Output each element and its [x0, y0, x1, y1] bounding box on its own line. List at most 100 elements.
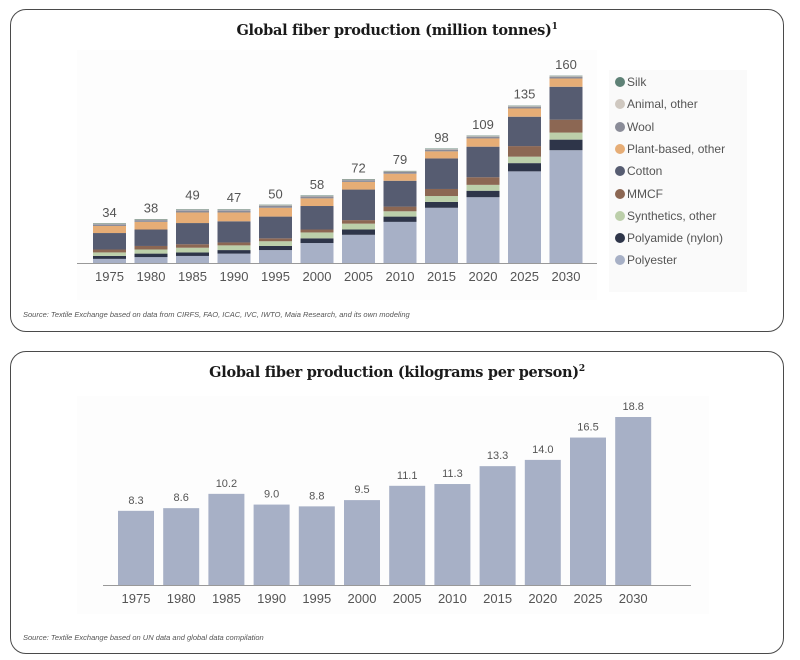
total-label: 34	[102, 205, 116, 220]
chart-panel-kg-per-person: Global fiber production (kilograms per p…	[10, 351, 784, 654]
value-label: 9.5	[354, 484, 369, 496]
legend-swatch	[615, 99, 625, 110]
x-tick-label: 1980	[167, 591, 196, 606]
bar-segment-plant-based-other	[466, 138, 500, 147]
legend-label: Plant-based, other	[627, 141, 726, 156]
x-tick-label: 1990	[257, 591, 286, 606]
bar-stack-1995	[259, 204, 292, 263]
x-tick-label: 2015	[427, 269, 456, 284]
bar-segment-cotton	[549, 86, 583, 120]
bar-segment-polyester	[466, 197, 500, 263]
bar-segment-mmcf	[176, 244, 209, 248]
bar-segment-animal-other	[466, 135, 500, 137]
bar-segment-plant-based-other	[549, 78, 583, 87]
value-label: 10.2	[216, 478, 237, 490]
chart-title: Global fiber production (million tonnes)…	[11, 22, 783, 39]
bar-segment-polyester	[300, 243, 334, 263]
bar-segment-polyamide-nylon	[259, 245, 292, 251]
bar-segment-synthetics-other	[342, 223, 375, 230]
bar-segment-mmcf	[466, 177, 500, 185]
bar-segment-animal-other	[259, 204, 292, 206]
legend-swatch	[615, 210, 625, 221]
footnote-marker: 1	[551, 22, 558, 33]
bar-segment-polyamide-nylon	[508, 163, 541, 172]
legend-item-cotton: Cotton	[615, 164, 662, 178]
bar-stack-2015	[425, 148, 458, 263]
bar-segment-cotton	[217, 221, 251, 243]
bar-segment-polyester	[217, 253, 251, 263]
bar-1985	[208, 493, 245, 585]
legend-swatch	[615, 121, 625, 132]
legend-label: Synthetics, other	[627, 208, 717, 223]
legend-swatch	[615, 166, 625, 177]
bar-stack-2025	[508, 105, 541, 263]
total-label: 98	[434, 130, 448, 145]
bar-segment-polyamide-nylon	[134, 253, 168, 258]
x-tick-label: 2030	[619, 591, 648, 606]
x-tick-label: 1995	[302, 591, 331, 606]
bar-segment-cotton	[508, 116, 541, 147]
bar-stack-1985	[176, 209, 209, 263]
value-label: 11.3	[442, 468, 463, 480]
source-note: Source: Textile Exchange based on data f…	[23, 310, 410, 319]
bar-2010	[434, 484, 471, 585]
total-label: 135	[514, 86, 536, 101]
bar-stack-1975	[93, 223, 126, 263]
bar-segment-animal-other	[93, 223, 126, 225]
legend-item-plant-based-other: Plant-based, other	[615, 142, 725, 156]
bar-stack-1990	[217, 209, 251, 263]
bar-stack-2000	[300, 195, 334, 263]
bar-segment-polyester	[425, 207, 458, 263]
bar-1980	[163, 508, 200, 585]
bar-segment-mmcf	[549, 119, 583, 133]
value-label: 16.5	[577, 422, 598, 434]
bar-segment-silk	[466, 135, 500, 137]
bar-segment-animal-other	[383, 170, 417, 172]
x-tick-label: 1990	[220, 269, 249, 284]
bar-segment-plant-based-other	[93, 225, 126, 234]
legend-label: Wool	[627, 119, 655, 134]
stacked-bar-chart: 34 1975 38 1980 49 1985 47 1990 50 1995 58 2000 72 20…	[77, 57, 597, 284]
bar-segment-cotton	[259, 216, 292, 239]
value-label: 18.8	[622, 401, 643, 413]
bar-segment-cotton	[134, 229, 168, 246]
bar-segment-plant-based-other	[176, 212, 209, 224]
bar-segment-polyamide-nylon	[217, 250, 251, 254]
bar-segment-silk	[259, 204, 292, 206]
value-label: 8.3	[128, 495, 143, 507]
legend-item-wool: Wool	[615, 120, 654, 134]
total-label: 72	[351, 160, 365, 175]
total-label: 79	[393, 152, 407, 167]
bar-segment-wool	[549, 76, 583, 79]
legend-label: Polyamide (nylon)	[627, 231, 724, 246]
x-tick-label: 2010	[438, 591, 467, 606]
source-note: Source: Textile Exchange based on UN dat…	[23, 633, 264, 642]
bar-segment-animal-other	[176, 209, 209, 211]
x-tick-label: 2025	[510, 269, 539, 284]
bar-segment-wool	[425, 149, 458, 152]
bar-segment-synthetics-other	[466, 184, 500, 191]
bar-stack-2020	[466, 135, 500, 263]
bar-segment-wool	[176, 210, 209, 213]
bar-segment-mmcf	[259, 238, 292, 242]
bar-segment-animal-other	[217, 209, 251, 211]
x-tick-label: 2020	[469, 269, 498, 284]
bar-segment-polyamide-nylon	[342, 229, 375, 235]
bar-segment-silk	[342, 179, 375, 180]
legend-label: Polyester	[627, 253, 678, 268]
x-tick-label: 1985	[178, 269, 207, 284]
x-tick-label: 2025	[574, 591, 603, 606]
bar-segment-mmcf	[508, 146, 541, 157]
legend-swatch	[615, 255, 625, 266]
legend-item-silk: Silk	[615, 75, 646, 89]
bar-segment-animal-other	[342, 179, 375, 181]
bar-stack-1980	[134, 219, 168, 263]
bar-segment-polyamide-nylon	[549, 139, 583, 151]
bar-segment-synthetics-other	[508, 156, 541, 164]
bar-segment-cotton	[425, 158, 458, 189]
bar-segment-silk	[176, 209, 209, 210]
bar-segment-polyester	[134, 257, 168, 263]
bar-segment-mmcf	[134, 245, 168, 250]
bar-segment-mmcf	[342, 220, 375, 224]
x-tick-label: 2000	[303, 269, 332, 284]
